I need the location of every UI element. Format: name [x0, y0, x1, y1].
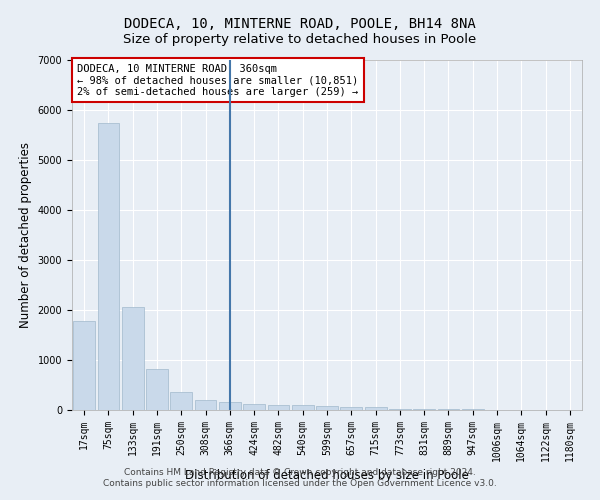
X-axis label: Distribution of detached houses by size in Poole: Distribution of detached houses by size …	[185, 469, 469, 482]
Bar	[437, 409, 460, 410]
Bar	[73, 321, 95, 410]
Text: DODECA, 10, MINTERNE ROAD, POOLE, BH14 8NA: DODECA, 10, MINTERNE ROAD, POOLE, BH14 8…	[124, 18, 476, 32]
Bar	[219, 402, 241, 410]
Bar	[365, 407, 386, 410]
Text: Size of property relative to detached houses in Poole: Size of property relative to detached ho…	[124, 32, 476, 46]
Text: Contains HM Land Registry data © Crown copyright and database right 2024.
Contai: Contains HM Land Registry data © Crown c…	[103, 468, 497, 487]
Bar	[340, 406, 362, 410]
Bar	[413, 409, 435, 410]
Bar	[146, 369, 168, 410]
Bar	[122, 307, 143, 410]
Bar	[292, 405, 314, 410]
Bar	[243, 404, 265, 410]
Bar	[389, 408, 411, 410]
Y-axis label: Number of detached properties: Number of detached properties	[19, 142, 32, 328]
Bar	[97, 122, 119, 410]
Bar	[268, 405, 289, 410]
Text: DODECA, 10 MINTERNE ROAD: 360sqm
← 98% of detached houses are smaller (10,851)
2: DODECA, 10 MINTERNE ROAD: 360sqm ← 98% o…	[77, 64, 358, 96]
Bar	[194, 400, 217, 410]
Bar	[316, 406, 338, 410]
Bar	[170, 392, 192, 410]
